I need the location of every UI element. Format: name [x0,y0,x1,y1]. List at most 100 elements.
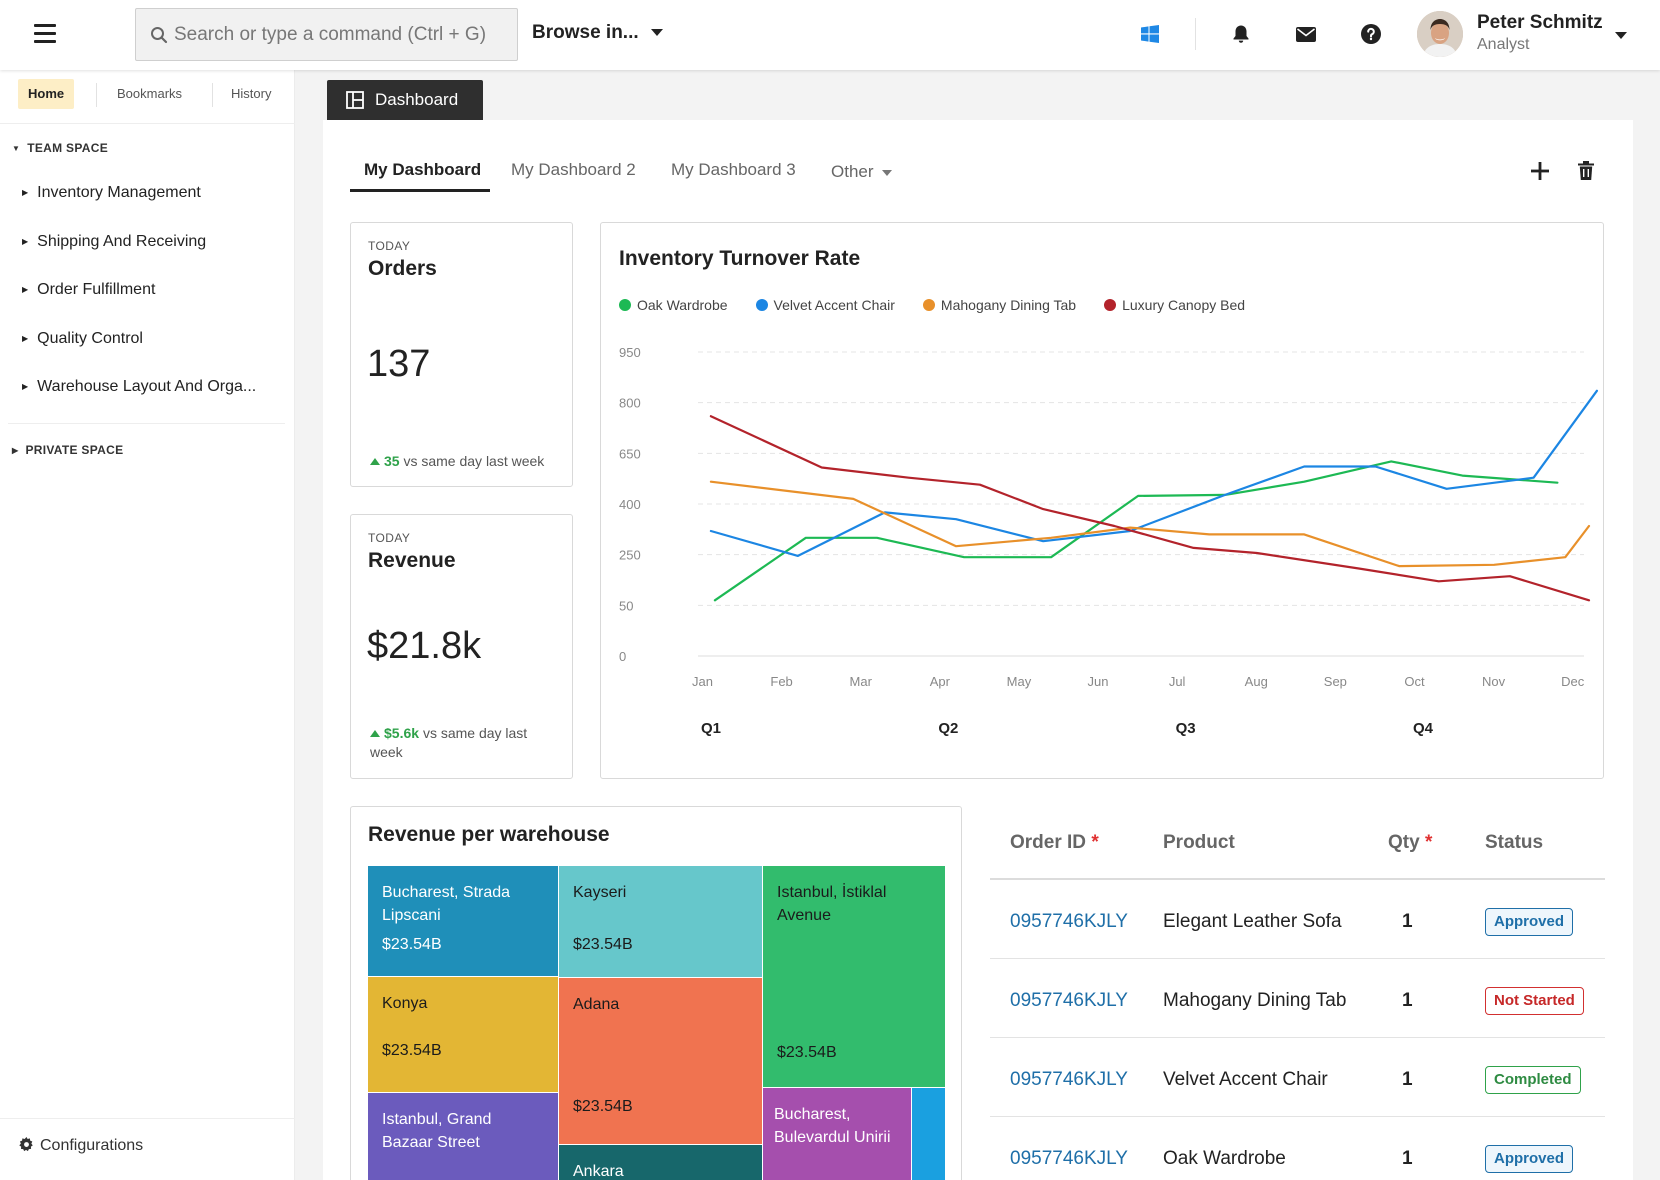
legend-item[interactable]: Mahogany Dining Tab [922,297,1077,313]
tab-my-dashboard-3[interactable]: My Dashboard 3 [671,160,796,179]
x-tick-label: Jul [1169,674,1186,689]
sidebar-item-inventory-management[interactable]: ▶ Inventory Management [22,184,272,202]
row-divider [990,958,1605,959]
sidebar-item-shipping-and-receiving[interactable]: ▶ Shipping And Receiving [22,233,272,251]
help-icon[interactable] [1361,24,1381,44]
legend-label: Mahogany Dining Tab [940,297,1077,313]
tab-other-dropdown[interactable]: Other [831,162,892,182]
active-tab-indicator [350,189,490,192]
sidebar-item-order-fulfillment[interactable]: ▶ Order Fulfillment [22,281,272,299]
column-header-label: Status [1485,832,1544,853]
search-input[interactable] [174,9,509,60]
x-tick-label: Oct [1404,674,1425,689]
order-id-link[interactable]: 0957746KJLY [1010,1148,1128,1169]
tile-value: $23.54B [382,936,442,953]
orders-kpi-card: TODAY Orders 137 35 vs same day last wee… [350,222,573,487]
y-tick-label: 400 [619,497,641,512]
treemap-tile[interactable] [912,1088,945,1180]
treemap-tile[interactable]: Ankara [559,1145,762,1180]
dashboard-button[interactable]: Dashboard [327,80,483,120]
treemap-tile[interactable]: Konya $23.54B [368,977,558,1092]
search-icon [151,27,168,44]
configurations-button[interactable]: Configurations [19,1137,143,1155]
tile-value: $23.54B [573,1098,633,1115]
order-id-link[interactable]: 0957746KJLY [1010,911,1128,932]
sidebar-tab-history[interactable]: History [231,86,272,101]
sidebar-tab-bookmarks[interactable]: Bookmarks [117,86,183,101]
sidebar-item-quality-control[interactable]: ▶ Quality Control [22,330,272,348]
add-icon[interactable] [1531,162,1549,180]
product-name: Mahogany Dining Tab [1163,990,1347,1011]
treemap-tile[interactable]: Adana $23.54B [559,978,762,1144]
legend-dot [619,299,631,311]
avatar[interactable] [1417,11,1463,57]
treemap-tile[interactable]: Kayseri $23.54B [559,866,762,977]
qty-value: 1 [1402,1069,1413,1090]
sidebar-item-warehouse-layout[interactable]: ▶ Warehouse Layout And Orga... [22,378,272,396]
x-tick-label: Apr [930,674,951,689]
tab-my-dashboard[interactable]: My Dashboard [364,160,482,179]
mail-icon[interactable] [1296,27,1316,42]
chart-legend: Oak Wardrobe Velvet Accent Chair Mahogan… [619,297,1273,313]
status-badge: Approved [1485,908,1574,936]
column-header-qty[interactable]: Qty * [1388,832,1432,854]
search-box[interactable] [135,8,518,61]
arrow-up-icon [370,730,380,737]
sidebar-item-label: Order Fulfillment [37,281,156,298]
treemap-tile[interactable]: Bucharest, Bulevardul Unirii [763,1088,911,1180]
tab-divider [212,83,213,107]
windows-icon[interactable] [1141,25,1159,43]
x-tick-label: May [1007,674,1032,689]
x-tick-label: Feb [770,674,792,689]
bell-icon[interactable] [1232,24,1250,44]
team-space-header[interactable]: ▼ TEAM SPACE [12,141,108,155]
treemap-tile[interactable]: Istanbul, İstiklal Avenue $23.54B [763,866,945,1087]
browse-in-dropdown[interactable]: Browse in... [532,22,663,44]
product-name: Oak Wardrobe [1163,1148,1286,1169]
private-space-header[interactable]: ▶ PRIVATE SPACE [12,443,123,457]
sidebar-item-label: Warehouse Layout And Orga... [37,378,257,395]
user-name: Peter Schmitz [1477,12,1603,33]
column-header-status[interactable]: Status [1485,832,1543,854]
row-divider [990,1037,1605,1038]
series-line [709,389,1599,557]
kpi-title: Orders [368,257,437,280]
treemap: Bucharest, Strada Lipscani $23.54B Kayser… [368,866,945,1180]
caret-right-icon: ▶ [22,237,29,246]
sidebar-divider [8,423,285,424]
order-id-link[interactable]: 0957746KJLY [1010,990,1128,1011]
column-header-product[interactable]: Product [1163,832,1235,854]
browse-in-label: Browse in... [532,22,639,43]
treemap-tile[interactable]: Bucharest, Strada Lipscani $23.54B [368,866,558,976]
qty-value: 1 [1402,911,1413,932]
column-header-order-id[interactable]: Order ID * [1010,832,1099,854]
y-tick-label: 250 [619,548,641,563]
tile-name: Bucharest, Bulevardul Unirii [774,1106,891,1146]
order-id-link[interactable]: 0957746KJLY [1010,1069,1128,1090]
treemap-tile[interactable]: Istanbul, Grand Bazaar Street [368,1093,558,1180]
private-space-label: PRIVATE SPACE [25,443,124,457]
kpi-delta: $5.6k vs same day last week [370,724,550,762]
sidebar-tab-home[interactable]: Home [18,79,75,109]
series-line [713,460,1559,602]
chart-title: Inventory Turnover Rate [619,247,861,270]
trash-icon[interactable] [1578,161,1594,180]
hamburger-menu-icon[interactable] [34,24,56,44]
kpi-delta-text: vs same day last week [370,725,528,760]
kpi-period: TODAY [368,531,411,545]
legend-item[interactable]: Oak Wardrobe [619,297,728,313]
treemap-title: Revenue per warehouse [368,823,610,846]
tab-my-dashboard-2[interactable]: My Dashboard 2 [511,160,636,179]
kpi-delta-value: 35 [384,453,400,469]
user-menu-chevron-icon[interactable] [1615,32,1627,39]
kpi-delta-value: $5.6k [384,725,420,741]
legend-item[interactable]: Luxury Canopy Bed [1104,297,1245,313]
arrow-up-icon [370,458,380,465]
column-header-label: Order ID [1010,832,1087,853]
status-badge: Not Started [1485,987,1584,1015]
legend-item[interactable]: Velvet Accent Chair [755,297,895,313]
series-line [709,480,1591,568]
required-marker: * [1424,832,1433,853]
sidebar-item-label: Shipping And Receiving [37,233,207,250]
tile-name: Adana [573,996,620,1013]
